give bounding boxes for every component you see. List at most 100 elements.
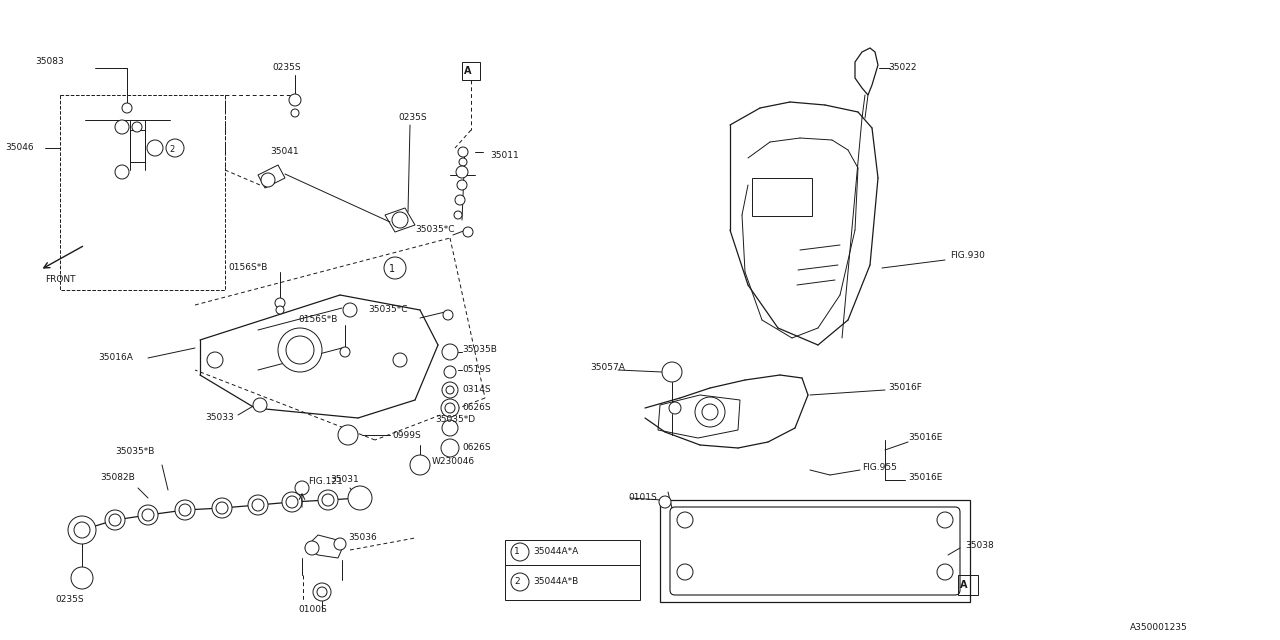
Circle shape: [275, 298, 285, 308]
Circle shape: [442, 439, 460, 457]
Circle shape: [659, 496, 671, 508]
Circle shape: [384, 257, 406, 279]
Circle shape: [74, 522, 90, 538]
Text: 35016F: 35016F: [888, 383, 922, 392]
Text: 0626S: 0626S: [462, 444, 490, 452]
Text: FIG.121: FIG.121: [308, 477, 343, 486]
Circle shape: [276, 306, 284, 314]
Text: 35038: 35038: [965, 541, 993, 550]
Text: 35082B: 35082B: [100, 474, 134, 483]
Text: 0519S: 0519S: [462, 365, 490, 374]
Circle shape: [305, 541, 319, 555]
Circle shape: [282, 492, 302, 512]
Bar: [60, 95, 225, 290]
Text: 0235S: 0235S: [55, 595, 83, 605]
Text: 35044A*A: 35044A*A: [532, 547, 579, 557]
Text: A: A: [960, 580, 968, 590]
Circle shape: [212, 498, 232, 518]
Circle shape: [445, 386, 454, 394]
Circle shape: [122, 103, 132, 113]
Text: 35016A: 35016A: [99, 353, 133, 362]
Text: 0101S: 0101S: [628, 493, 657, 502]
Text: A: A: [465, 66, 471, 76]
Text: 35035*C: 35035*C: [415, 225, 454, 234]
Bar: [506, 540, 640, 600]
Circle shape: [138, 505, 157, 525]
Text: 0156S*B: 0156S*B: [228, 264, 268, 273]
Circle shape: [216, 502, 228, 514]
Circle shape: [348, 486, 372, 510]
Circle shape: [147, 140, 163, 156]
Circle shape: [669, 402, 681, 414]
Circle shape: [463, 227, 474, 237]
Text: 0999S: 0999S: [392, 431, 421, 440]
Text: 35035*C: 35035*C: [369, 305, 407, 314]
Circle shape: [294, 481, 308, 495]
Circle shape: [179, 504, 191, 516]
Text: A350001235: A350001235: [1130, 623, 1188, 632]
Circle shape: [68, 516, 96, 544]
Bar: [753, 178, 812, 216]
Text: FIG.930: FIG.930: [950, 250, 984, 259]
Text: 35035*D: 35035*D: [435, 415, 475, 424]
Circle shape: [662, 362, 682, 382]
Text: 35057A: 35057A: [590, 364, 625, 372]
Circle shape: [132, 122, 142, 132]
Text: 0314S: 0314S: [462, 385, 490, 394]
Text: 0156S*B: 0156S*B: [298, 316, 338, 324]
Text: 0100S: 0100S: [298, 605, 326, 614]
Text: 35044A*B: 35044A*B: [532, 577, 579, 586]
Circle shape: [454, 195, 465, 205]
Circle shape: [70, 567, 93, 589]
Text: 35036: 35036: [348, 534, 376, 543]
Circle shape: [343, 303, 357, 317]
Circle shape: [937, 512, 954, 528]
Circle shape: [261, 173, 275, 187]
Circle shape: [338, 425, 358, 445]
Text: 35033: 35033: [205, 413, 234, 422]
Circle shape: [511, 543, 529, 561]
Circle shape: [253, 398, 268, 412]
Text: FRONT: FRONT: [45, 275, 76, 285]
Circle shape: [109, 514, 122, 526]
Text: 0235S: 0235S: [398, 113, 426, 122]
Circle shape: [442, 382, 458, 398]
Circle shape: [410, 455, 430, 475]
Circle shape: [166, 139, 184, 157]
Circle shape: [248, 495, 268, 515]
Circle shape: [175, 500, 195, 520]
Circle shape: [285, 496, 298, 508]
Circle shape: [454, 211, 462, 219]
Circle shape: [392, 212, 408, 228]
Circle shape: [937, 564, 954, 580]
Text: 35022: 35022: [888, 63, 916, 72]
Circle shape: [289, 94, 301, 106]
Text: 35035*B: 35035*B: [115, 447, 155, 456]
Text: 35041: 35041: [270, 147, 298, 157]
Circle shape: [511, 573, 529, 591]
Circle shape: [677, 564, 692, 580]
Bar: [660, 500, 970, 602]
Text: 0626S: 0626S: [462, 403, 490, 413]
Circle shape: [460, 158, 467, 166]
Bar: [131, 130, 145, 162]
Text: 0235S: 0235S: [273, 63, 301, 72]
Circle shape: [252, 499, 264, 511]
Text: 35016E: 35016E: [908, 433, 942, 442]
Circle shape: [443, 310, 453, 320]
Circle shape: [314, 583, 332, 601]
Text: 35083: 35083: [35, 58, 64, 67]
Circle shape: [285, 336, 314, 364]
Circle shape: [445, 403, 454, 413]
Circle shape: [142, 509, 154, 521]
Circle shape: [105, 510, 125, 530]
Text: 35035B: 35035B: [462, 346, 497, 355]
Circle shape: [442, 420, 458, 436]
Circle shape: [458, 147, 468, 157]
Circle shape: [442, 344, 458, 360]
Circle shape: [317, 490, 338, 510]
Circle shape: [334, 538, 346, 550]
Text: W230046: W230046: [433, 458, 475, 467]
Text: 35011: 35011: [490, 150, 518, 159]
Circle shape: [340, 347, 349, 357]
